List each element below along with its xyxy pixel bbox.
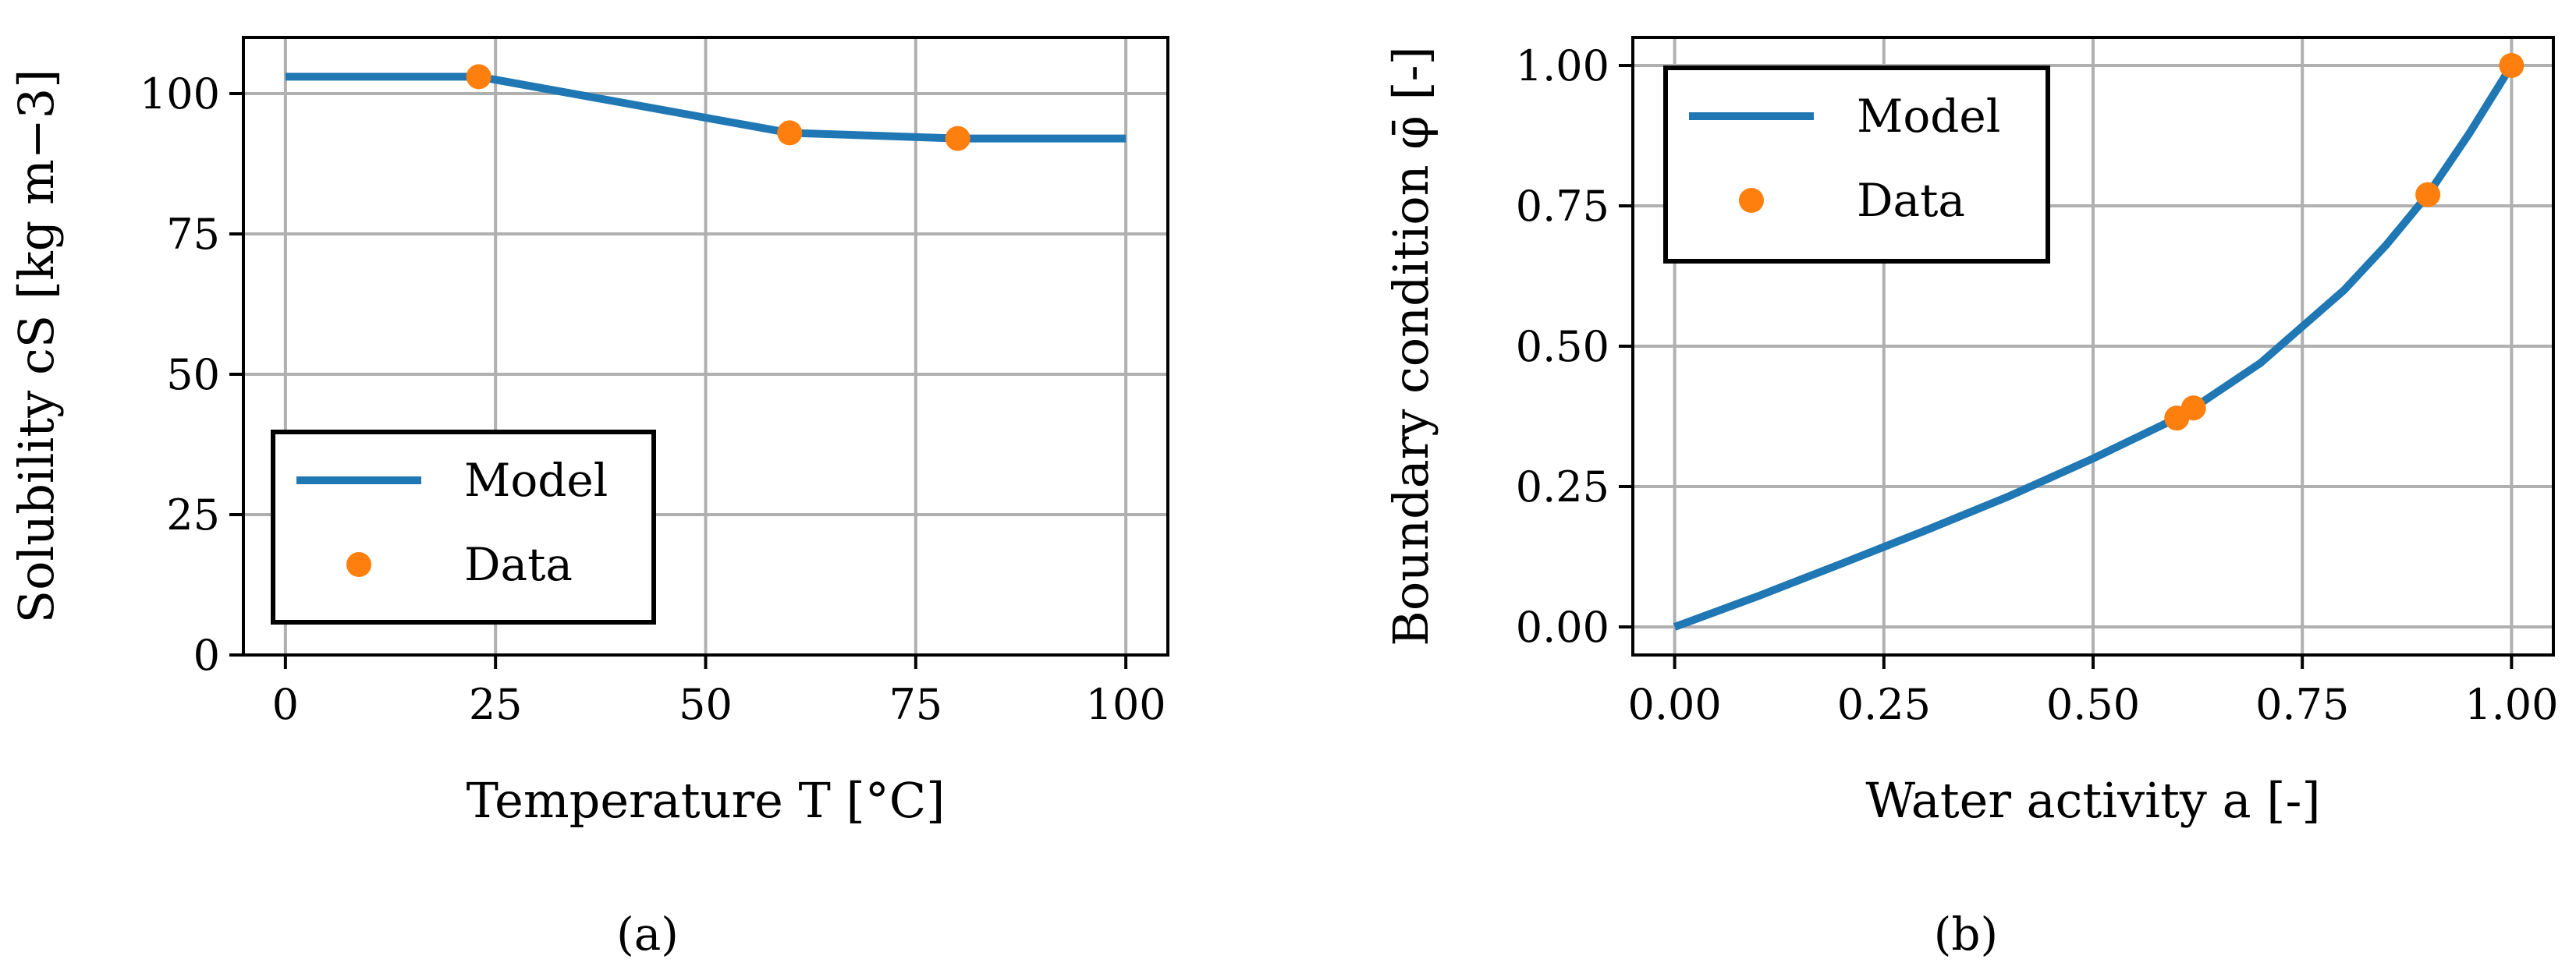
x-tick-label: 1.00: [2464, 680, 2558, 729]
y-tick-label: 100: [140, 69, 220, 119]
y-tick-label: 0.25: [1516, 462, 1609, 512]
legend-label: Model: [464, 454, 608, 507]
legend-dot-swatch: [1739, 188, 1764, 213]
panel-label-a: (a): [616, 908, 679, 961]
data-point: [777, 120, 803, 146]
x-tick-label: 100: [1086, 680, 1166, 729]
chart-panel-b: 0.00 0.25 0.50 0.75 1.00 0.00 0.25 0.50 0.75 1.00…: [1382, 36, 2559, 961]
ticks-b: 0.00 0.25 0.50 0.75 1.00 0.00 0.25 0.50 0.75 1.00: [1516, 41, 2559, 729]
legend-label: Data: [1857, 174, 1965, 227]
data-point: [2180, 395, 2206, 421]
x-tick-label: 50: [679, 680, 733, 729]
x-tick-label: 0.75: [2255, 680, 2349, 729]
y-axis-label-b: Boundary condition φ̄ [-]: [1382, 46, 1439, 646]
x-tick-label: 0.00: [1628, 680, 1722, 729]
legend-label: Model: [1857, 90, 2000, 143]
legend-box: [1663, 65, 2050, 264]
y-tick-label: 1.00: [1516, 41, 1609, 90]
x-axis-label-b: Water activity a [-]: [1865, 772, 2320, 829]
y-tick-label: 25: [166, 490, 220, 540]
legend-a: Model Data: [271, 430, 656, 625]
legend-b: Model Data: [1663, 65, 2050, 264]
x-tick-label: 25: [469, 680, 523, 729]
y-tick-label: 75: [166, 210, 220, 259]
x-tick-label: 0.50: [2046, 680, 2140, 729]
y-axis-label-a: Solubility cS [kg m−3]: [8, 69, 65, 624]
y-tick-label: 0.00: [1516, 603, 1609, 652]
data-point: [2415, 182, 2441, 207]
legend-box: [271, 430, 656, 625]
x-axis-label-a: Temperature T [°C]: [467, 772, 946, 829]
y-tick-label: 0.75: [1516, 182, 1609, 231]
legend-dot-swatch: [346, 552, 371, 577]
legend-label: Data: [464, 538, 573, 591]
x-tick-label: 75: [889, 680, 942, 729]
y-tick-label: 0.50: [1516, 322, 1609, 371]
marks-a: [285, 64, 1127, 151]
panel-label-b: (b): [1934, 908, 1998, 961]
x-tick-label: 0: [272, 680, 299, 729]
y-tick-label: 50: [166, 350, 220, 399]
ticks-a: 0 25 50 75 100 0 25 50 75 100: [140, 69, 1166, 729]
y-tick-label: 0: [193, 631, 220, 680]
data-point: [2499, 53, 2525, 78]
marks-b: [1673, 53, 2525, 631]
x-tick-label: 0.25: [1837, 680, 1931, 729]
data-point: [945, 126, 970, 151]
data-point: [466, 64, 491, 90]
